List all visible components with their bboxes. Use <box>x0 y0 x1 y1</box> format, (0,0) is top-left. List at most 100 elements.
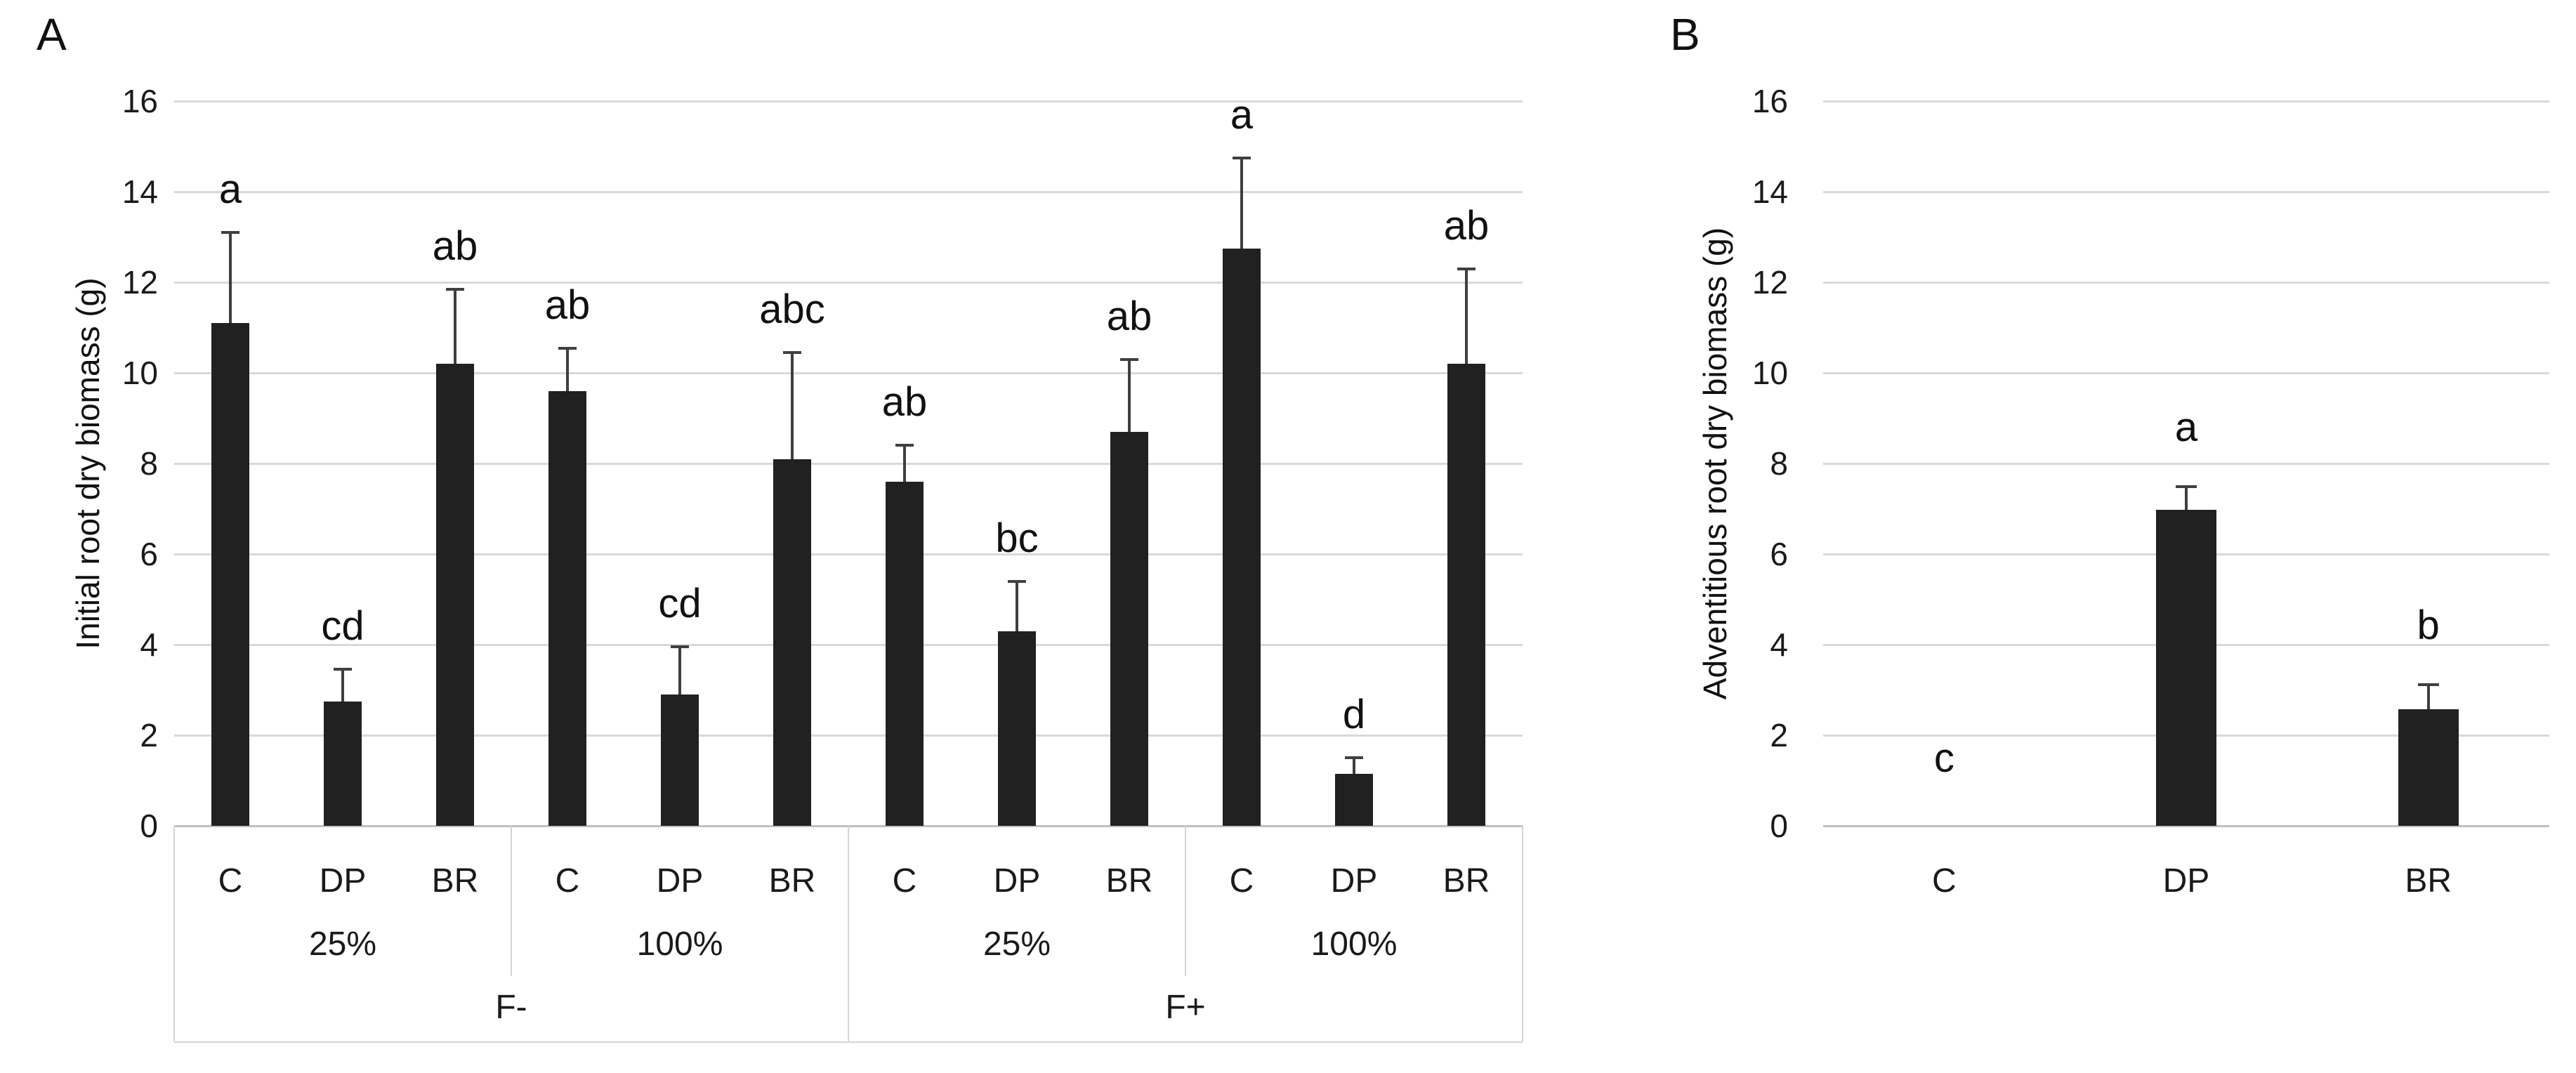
category-label-treatment: BR <box>1105 862 1153 900</box>
category-label-treatment: C <box>892 862 917 900</box>
gridline-y14 <box>1823 191 2549 193</box>
bar-br-2 <box>436 364 474 826</box>
error-bar-line-9 <box>1240 157 1243 249</box>
error-bar-cap-4 <box>671 645 689 649</box>
gridline-y8 <box>174 463 1523 465</box>
error-bar-cap-8 <box>1120 357 1138 361</box>
significance-letter-1: cd <box>321 603 364 650</box>
table-border-subgroup-1 <box>1185 826 1186 976</box>
error-bar-cap-2 <box>2417 683 2439 686</box>
x-axis-line <box>1823 825 2549 827</box>
bar-dp-10 <box>1335 773 1373 826</box>
significance-letter-0: c <box>1933 735 1954 781</box>
bar-dp-1 <box>2156 510 2216 826</box>
y-tick-label-0: 0 <box>140 808 158 844</box>
error-bar-line-6 <box>903 445 906 482</box>
y-tick-label-6: 6 <box>140 536 158 572</box>
bar-dp-1 <box>324 701 362 826</box>
category-label-treatment: BR <box>768 862 816 900</box>
bar-br-2 <box>2398 709 2459 826</box>
y-tick-label-8: 8 <box>140 445 158 482</box>
bar-c-3 <box>548 390 586 826</box>
y-tick-label-4: 4 <box>1770 626 1788 663</box>
significance-letter-6: ab <box>881 379 928 426</box>
error-bar-cap-11 <box>1457 267 1476 270</box>
gridline-y10 <box>1823 372 2549 374</box>
error-bar-cap-9 <box>1233 156 1251 159</box>
significance-letter-3: ab <box>544 282 591 328</box>
y-tick-label-14: 14 <box>121 173 158 210</box>
error-bar-cap-1 <box>334 668 352 671</box>
significance-letter-10: d <box>1342 692 1366 738</box>
error-bar-cap-3 <box>558 346 577 350</box>
bar-c-6 <box>886 481 924 826</box>
significance-letter-9: a <box>1230 91 1254 138</box>
panel-a-label: A <box>37 9 67 60</box>
y-tick-label-10: 10 <box>1752 355 1788 391</box>
panel-b-label: B <box>1670 9 1700 60</box>
significance-letter-7: bc <box>995 515 1039 561</box>
significance-letter-11: ab <box>1443 202 1490 249</box>
y-tick-label-16: 16 <box>121 83 158 119</box>
y-tick-label-12: 12 <box>1752 264 1788 301</box>
category-label-treatment: C <box>555 862 580 900</box>
y-tick-label-8: 8 <box>1770 445 1788 482</box>
significance-letter-8: ab <box>1106 293 1152 339</box>
category-label-treatment: C <box>1229 862 1254 900</box>
bar-c-0 <box>211 323 249 826</box>
gridline-y4 <box>174 644 1523 646</box>
significance-letter-4: cd <box>658 581 702 627</box>
error-bar-line-1 <box>2185 486 2188 511</box>
y-tick-label-4: 4 <box>140 626 158 663</box>
error-bar-line-3 <box>566 348 569 391</box>
y-tick-label-6: 6 <box>1770 536 1788 572</box>
bar-br-11 <box>1447 364 1485 826</box>
gridline-y12 <box>174 282 1523 284</box>
significance-letter-0: a <box>218 166 242 213</box>
error-bar-line-1 <box>341 669 344 702</box>
error-bar-line-11 <box>1465 268 1468 364</box>
category-label-treatment: DP <box>2162 862 2210 900</box>
error-bar-cap-1 <box>2176 485 2197 488</box>
significance-letter-1: a <box>2174 404 2198 451</box>
category-label-treatment: DP <box>319 862 367 900</box>
y-tick-label-2: 2 <box>1770 717 1788 753</box>
error-bar-cap-2 <box>446 287 464 291</box>
category-label-water: 100% <box>636 926 723 963</box>
category-label-treatment: DP <box>1330 862 1378 900</box>
significance-letter-5: abc <box>759 286 825 332</box>
gridline-y16 <box>1823 100 2549 103</box>
y-tick-label-10: 10 <box>121 355 158 391</box>
category-label-fertilizer: F- <box>495 989 527 1026</box>
gridline-y2 <box>174 735 1523 737</box>
error-bar-line-10 <box>1353 758 1355 774</box>
error-bar-cap-6 <box>895 444 914 447</box>
category-label-treatment: C <box>218 862 243 900</box>
table-border-vertical-0 <box>173 826 175 1041</box>
error-bar-line-5 <box>791 352 794 459</box>
y-tick-label-16: 16 <box>1752 83 1788 119</box>
error-bar-line-7 <box>1016 581 1018 631</box>
table-border-subgroup-0 <box>511 826 512 976</box>
table-border-bottom <box>174 1041 1523 1043</box>
y-tick-label-12: 12 <box>121 264 158 301</box>
significance-letter-2: b <box>2417 603 2440 649</box>
bar-dp-7 <box>998 631 1036 826</box>
error-bar-line-8 <box>1128 359 1131 432</box>
category-label-treatment: DP <box>656 862 704 900</box>
gridline-y16 <box>174 100 1523 103</box>
error-bar-cap-7 <box>1008 579 1026 583</box>
category-label-water: 25% <box>308 926 377 963</box>
bar-c-9 <box>1223 248 1261 826</box>
error-bar-cap-0 <box>221 231 239 235</box>
gridline-y10 <box>174 372 1523 374</box>
gridline-y8 <box>1823 463 2549 465</box>
category-label-water: 25% <box>983 926 1051 963</box>
gridline-y12 <box>1823 282 2549 284</box>
table-border-vertical-2 <box>1522 826 1523 1041</box>
bar-br-5 <box>773 459 811 826</box>
bar-dp-4 <box>661 694 699 826</box>
